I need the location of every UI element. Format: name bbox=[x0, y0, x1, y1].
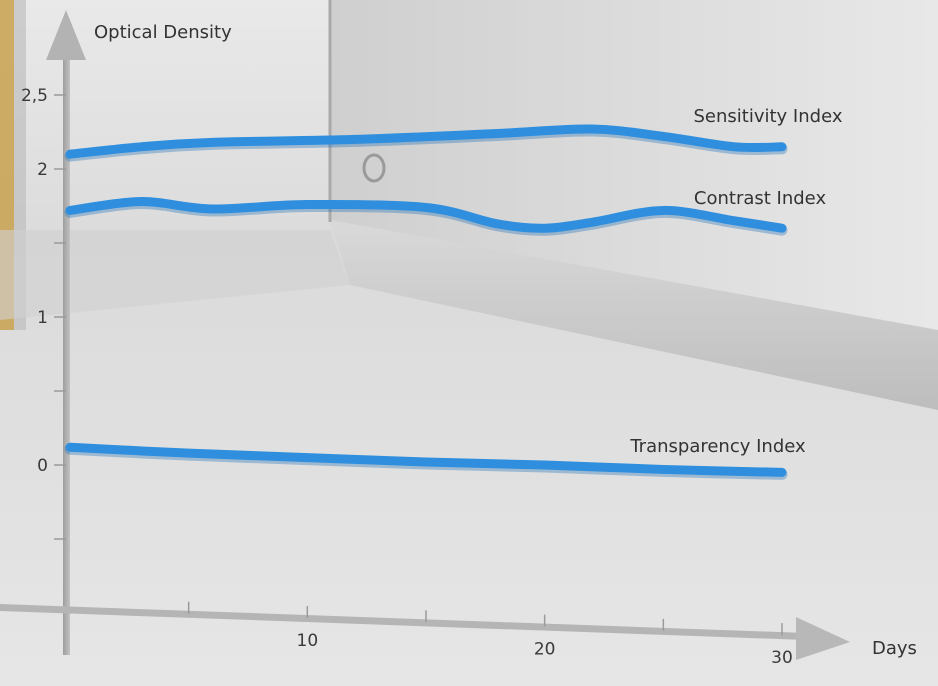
series-layer bbox=[64, 124, 788, 480]
sensitivity-index-line bbox=[65, 124, 787, 159]
y-axis-title: Optical Density bbox=[94, 22, 232, 43]
y-axis-line bbox=[63, 40, 70, 655]
x-axis-line bbox=[0, 604, 806, 640]
sensitivity-index-label: Sensitivity Index bbox=[694, 106, 843, 127]
y-tick-label: 1 bbox=[37, 308, 48, 328]
contrast-index-label: Contrast Index bbox=[694, 188, 827, 209]
y-tick-label: 2,5 bbox=[21, 86, 48, 106]
y-tick-label: 2 bbox=[37, 160, 48, 180]
x-tick-label: 20 bbox=[534, 640, 556, 660]
series-sensitivity-index bbox=[64, 124, 788, 162]
x-tick-label: 30 bbox=[771, 648, 793, 668]
x-axis-arrow bbox=[796, 617, 850, 660]
transparency-index-label: Transparency Index bbox=[629, 436, 806, 457]
series-contrast-index bbox=[64, 197, 788, 236]
series-transparency-index bbox=[64, 442, 788, 480]
transparency-index-line bbox=[65, 442, 787, 477]
y-axis-arrow bbox=[46, 10, 86, 60]
axes: 0 1 2 2,5 10 20 30 bbox=[0, 10, 850, 668]
labels-layer: Sensitivity Index Contrast Index Transpare… bbox=[629, 106, 843, 457]
x-axis-title: Days bbox=[872, 638, 917, 659]
y-tick-label: 0 bbox=[37, 456, 48, 476]
contrast-index-line bbox=[65, 197, 787, 233]
x-tick-label: 10 bbox=[297, 631, 319, 651]
